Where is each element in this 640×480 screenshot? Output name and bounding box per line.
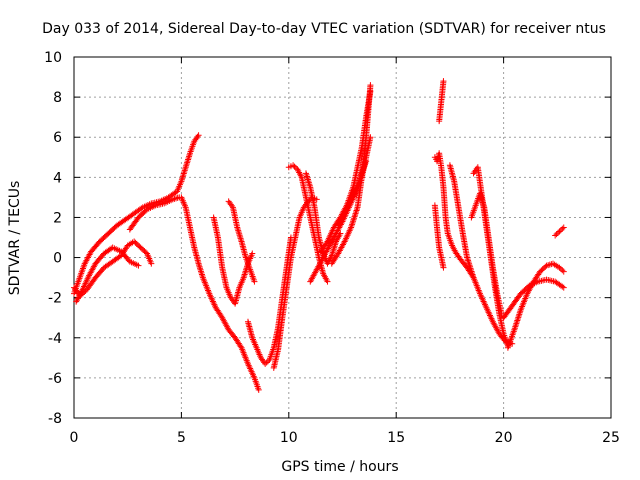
y-tick-label: -2 [48,291,62,307]
x-tick-label: 0 [70,430,79,446]
grid-layer [74,57,611,418]
y-axis-label: SDTVAR / TECUs [7,181,23,296]
data-point-marker [557,265,564,272]
x-tick-label: 15 [387,430,405,446]
data-point-marker [440,78,447,85]
data-point-marker [251,278,258,285]
series-arc17 [431,202,447,271]
y-tick-label: -6 [48,371,62,387]
series-arc6 [210,214,256,307]
y-tick-label: 4 [53,170,62,186]
series-arc23 [500,276,567,321]
series-arc9 [270,194,320,371]
data-point-marker [556,228,563,235]
data-point-marker [138,205,145,212]
data-point-marker [148,260,155,267]
data-point-marker [559,225,566,232]
x-axis-label: GPS time / hours [281,459,398,475]
x-tick-label: 10 [280,430,298,446]
data-point-marker [559,283,566,290]
y-tick-label: 0 [53,251,62,267]
series-arc4 [126,194,183,233]
series-arc2 [71,238,155,299]
data-point-marker [255,386,262,393]
data-point-marker [363,158,370,165]
data-point-marker [560,284,567,291]
y-tick-label: 10 [44,50,62,66]
series-arc16 [431,150,477,281]
data-point-marker [553,231,560,238]
data-point-marker [557,227,564,234]
plot-frame [73,56,612,419]
x-tick-label: 20 [495,430,513,446]
x-tick-label: 25 [602,430,620,446]
series-arc3 [73,244,142,305]
series-arc7 [225,198,258,285]
data-point-marker [324,278,331,285]
y-tick-label: 2 [53,210,62,226]
data-marker-layer [71,78,567,393]
y-tick-label: 6 [53,130,62,146]
data-point-marker [555,229,562,236]
data-point-marker [559,267,566,274]
series-arc22 [504,260,567,351]
data-point-marker [560,268,567,275]
plot-frame-layer [73,56,612,419]
data-point-marker [195,132,202,139]
data-point-marker [498,310,505,317]
y-tick-label: -4 [48,331,62,347]
data-point-marker [440,264,447,271]
data-point-marker [367,82,374,89]
chart-title: Day 033 of 2014, Sidereal Day-to-day VTE… [42,21,606,37]
series-arc21 [468,190,505,317]
data-point-marker [262,360,269,367]
series-arc1 [71,132,202,297]
series-arc18 [436,78,447,125]
series-arc24 [552,224,567,239]
data-point-marker [556,264,563,271]
y-tick-label: -8 [48,411,62,427]
series-arc15 [335,158,370,229]
series-arc14 [328,82,374,267]
y-tick-layer: -8 -6 -4 -2 0 2 4 6 8 10 [44,50,611,427]
series-arc11 [302,170,344,267]
x-tick-label: 5 [177,430,186,446]
data-point-marker [265,358,272,365]
y-tick-label: 8 [53,90,62,106]
series-arc5 [178,194,262,393]
data-point-marker [263,359,270,366]
data-point-marker [249,250,256,257]
data-point-marker [290,162,297,169]
data-point-marker [135,262,142,269]
data-point-marker [237,343,244,350]
x-tick-layer: 0 5 10 15 20 25 [70,57,620,446]
data-point-marker [560,224,567,231]
data-point-marker [291,163,298,170]
data-point-marker [552,232,559,239]
